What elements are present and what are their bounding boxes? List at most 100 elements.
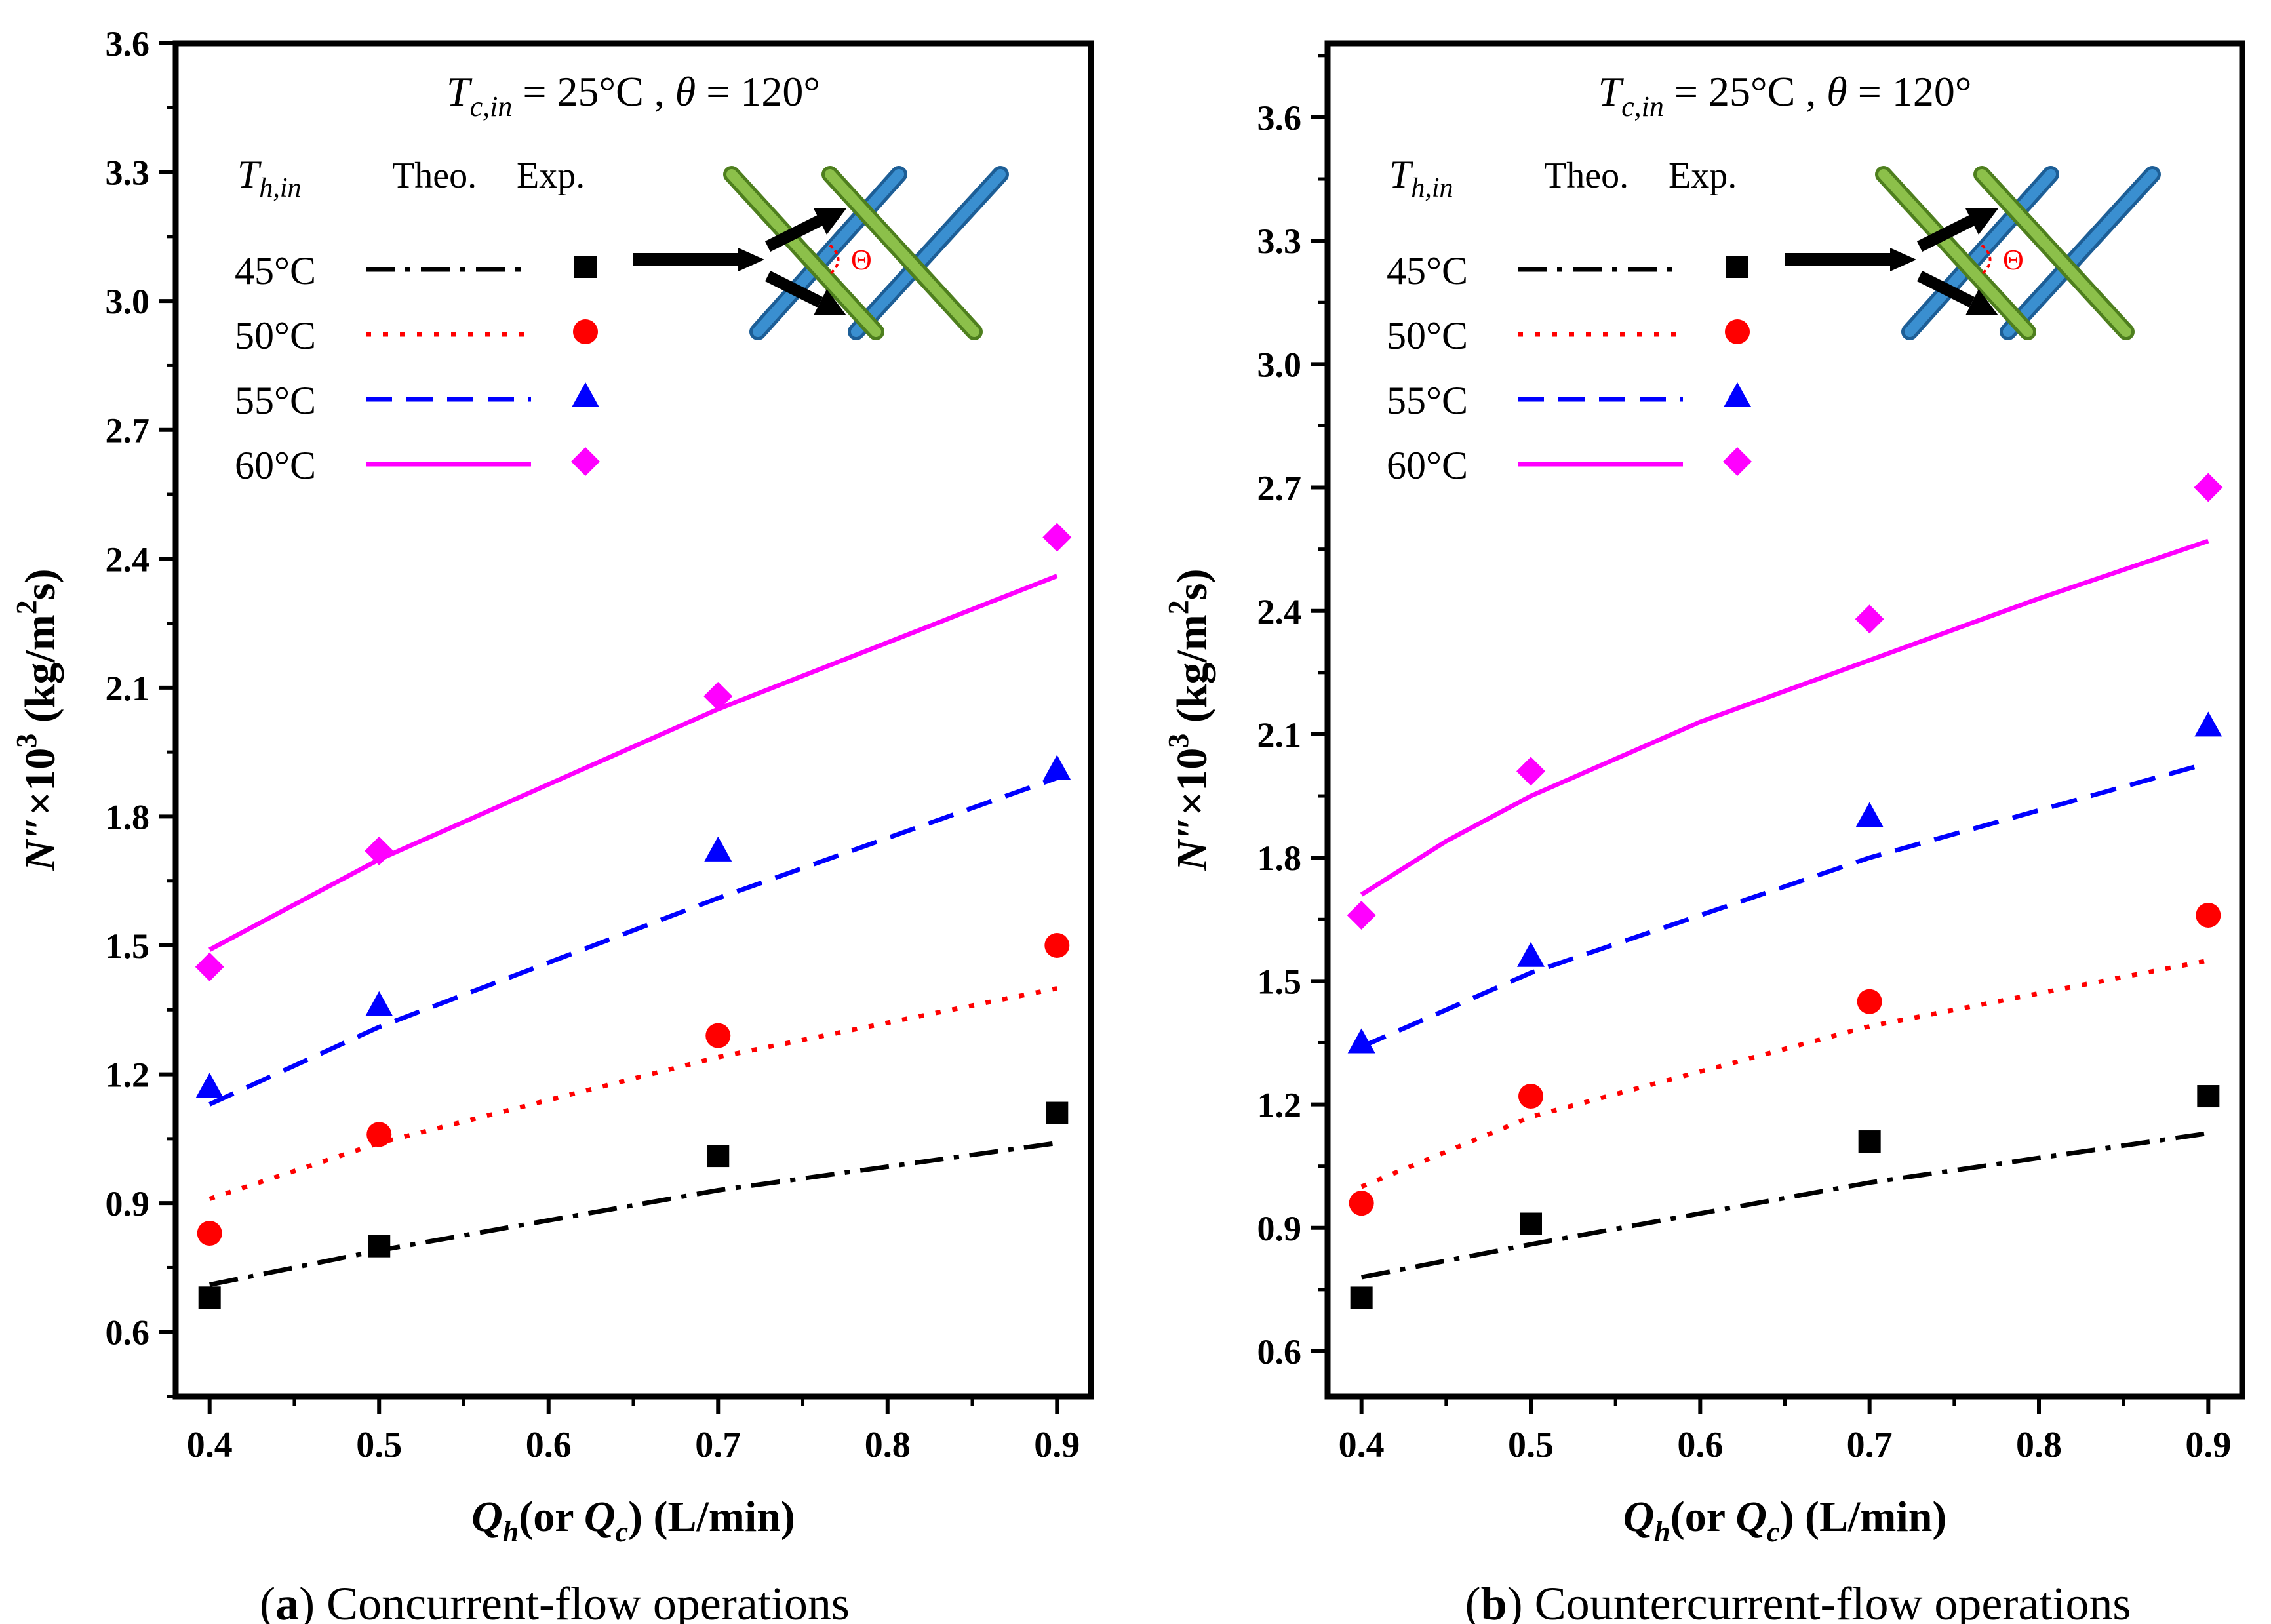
y-tick-label: 0.6 — [106, 1313, 150, 1353]
exp-point-45°C — [1858, 1130, 1881, 1153]
panel-caption: (b) Countercurrent-flow operations — [1465, 1577, 2131, 1624]
x-tick-label: 0.6 — [526, 1425, 572, 1465]
x-tick-label: 0.5 — [356, 1425, 402, 1465]
legend-temp-50°C: 50°C — [1387, 314, 1468, 357]
exp-point-50°C — [197, 1221, 222, 1246]
exp-point-50°C — [1857, 989, 1882, 1014]
panel-caption: (a) Concurrent-flow operations — [260, 1577, 850, 1624]
theo-line-60°C — [208, 574, 1058, 952]
exp-point-60°C — [2194, 473, 2223, 502]
theo-line-50°C — [1360, 958, 2209, 1189]
y-tick-label: 0.9 — [1257, 1209, 1302, 1248]
exp-point-55°C — [1517, 941, 1545, 967]
inset-arrow-up — [764, 214, 823, 252]
inset-filament — [726, 169, 881, 337]
x-tick-label: 0.9 — [2185, 1425, 2231, 1465]
x-tick-label: 0.9 — [1034, 1425, 1080, 1465]
exp-point-50°C — [2196, 902, 2221, 928]
y-tick-label: 0.6 — [1257, 1332, 1302, 1372]
legend-exp-label: Exp. — [1669, 155, 1737, 196]
y-tick-label: 3.3 — [1257, 222, 1302, 261]
x-tick-label: 0.8 — [865, 1425, 911, 1465]
legend-exp-label: Exp. — [517, 155, 585, 196]
legend-temp-50°C: 50°C — [235, 314, 316, 357]
y-tick-label: 1.2 — [1257, 1086, 1302, 1125]
legend-header: Th,in — [1389, 153, 1453, 203]
x-tick-label: 0.7 — [695, 1425, 741, 1465]
y-tick-label: 2.4 — [106, 540, 150, 579]
inset-arrow-in-head — [738, 248, 764, 271]
y-tick-label: 2.7 — [106, 411, 150, 450]
legend-temp-55°C: 55°C — [235, 379, 316, 422]
exp-point-60°C — [1855, 604, 1884, 634]
header-conditions: Tc,in = 25°C , θ = 120° — [446, 68, 820, 123]
theo-line-60°C — [1360, 538, 2209, 897]
theo-line-55°C — [1360, 761, 2209, 1049]
inset-angle-label: Θ — [2003, 244, 2024, 276]
y-tick-label: 3.6 — [106, 24, 150, 64]
x-tick-label: 0.7 — [1847, 1425, 1893, 1465]
legend-header: Th,in — [237, 153, 302, 203]
inset-arrow-up — [1916, 214, 1975, 252]
legend-marker-60°C — [571, 447, 600, 476]
x-axis-label: Qh(or Qc) (L/min) — [471, 1493, 795, 1548]
inset-arrow-down — [1916, 270, 1975, 308]
theo-line-45°C — [1361, 1131, 2209, 1280]
panel-a: 0.4 0.5 0.6 0.7 0.8 0.9 0.6 0.9 1.2 1.5 1.8 2.1 2.4 2… — [10, 24, 1094, 1624]
exp-point-55°C — [1347, 1028, 1375, 1054]
legend-temp-45°C: 45°C — [235, 249, 316, 292]
inset-angle-label: Θ — [851, 244, 872, 276]
exp-point-45°C — [198, 1286, 221, 1309]
exp-point-45°C — [707, 1145, 730, 1168]
inset-filament — [851, 169, 1006, 337]
exp-point-55°C — [1855, 802, 1884, 827]
legend-marker-60°C — [1723, 447, 1752, 476]
y-tick-label: 2.7 — [1257, 469, 1302, 508]
exp-point-55°C — [2194, 711, 2222, 737]
y-tick-label: 1.2 — [106, 1056, 150, 1095]
inset-arrow-up-head — [1965, 208, 1998, 235]
exp-point-45°C — [1520, 1212, 1542, 1235]
x-tick-label: 0.5 — [1508, 1425, 1554, 1465]
y-tick-label: 2.1 — [106, 669, 150, 708]
y-tick-label: 1.8 — [106, 797, 150, 837]
theo-line-50°C — [208, 986, 1057, 1201]
inset-filament — [753, 169, 904, 337]
y-tick-label: 3.3 — [106, 153, 150, 193]
y-tick-label: 2.1 — [1257, 715, 1302, 755]
x-tick-label: 0.4 — [187, 1425, 233, 1465]
legend-theo-label: Theo. — [392, 155, 477, 196]
exp-point-60°C — [1042, 523, 1072, 552]
y-axis-label: N″×103 (kg/m2s) — [1162, 569, 1216, 872]
y-tick-label: 2.4 — [1257, 592, 1302, 631]
x-axis-label: Qh(or Qc) (L/min) — [1623, 1493, 1947, 1548]
legend-marker-45°C — [1726, 256, 1748, 278]
exp-point-50°C — [705, 1023, 731, 1048]
exp-point-60°C — [195, 952, 224, 981]
exp-point-55°C — [365, 991, 393, 1016]
exp-point-60°C — [1347, 900, 1376, 930]
exp-point-55°C — [1043, 755, 1071, 780]
theo-line-45°C — [209, 1140, 1057, 1288]
y-tick-label: 3.0 — [106, 282, 150, 321]
inset-arrow-down-head — [1965, 289, 1998, 315]
inset-filament — [1905, 169, 2056, 337]
legend-marker-45°C — [574, 256, 597, 278]
legend-marker-50°C — [1725, 319, 1750, 344]
y-tick-label: 1.5 — [1257, 962, 1302, 1001]
y-tick-label: 3.6 — [1257, 98, 1302, 138]
inset-filament — [825, 169, 979, 337]
y-tick-label: 1.8 — [1257, 839, 1302, 878]
plot-frame — [172, 40, 1094, 1400]
inset-filament — [1878, 169, 2033, 337]
exp-point-55°C — [704, 836, 732, 862]
y-tick-label: 0.9 — [106, 1184, 150, 1223]
exp-point-45°C — [1046, 1101, 1069, 1124]
panel-b: 0.4 0.5 0.6 0.7 0.8 0.9 0.6 0.9 1.2 1.5 1.8 2.1 2.4 2… — [1162, 40, 2245, 1624]
exp-point-45°C — [368, 1235, 391, 1258]
inset-filament — [2003, 169, 2158, 337]
exp-point-60°C — [1516, 757, 1545, 786]
inset-filament — [1977, 169, 2131, 337]
y-tick-label: 3.0 — [1257, 345, 1302, 384]
